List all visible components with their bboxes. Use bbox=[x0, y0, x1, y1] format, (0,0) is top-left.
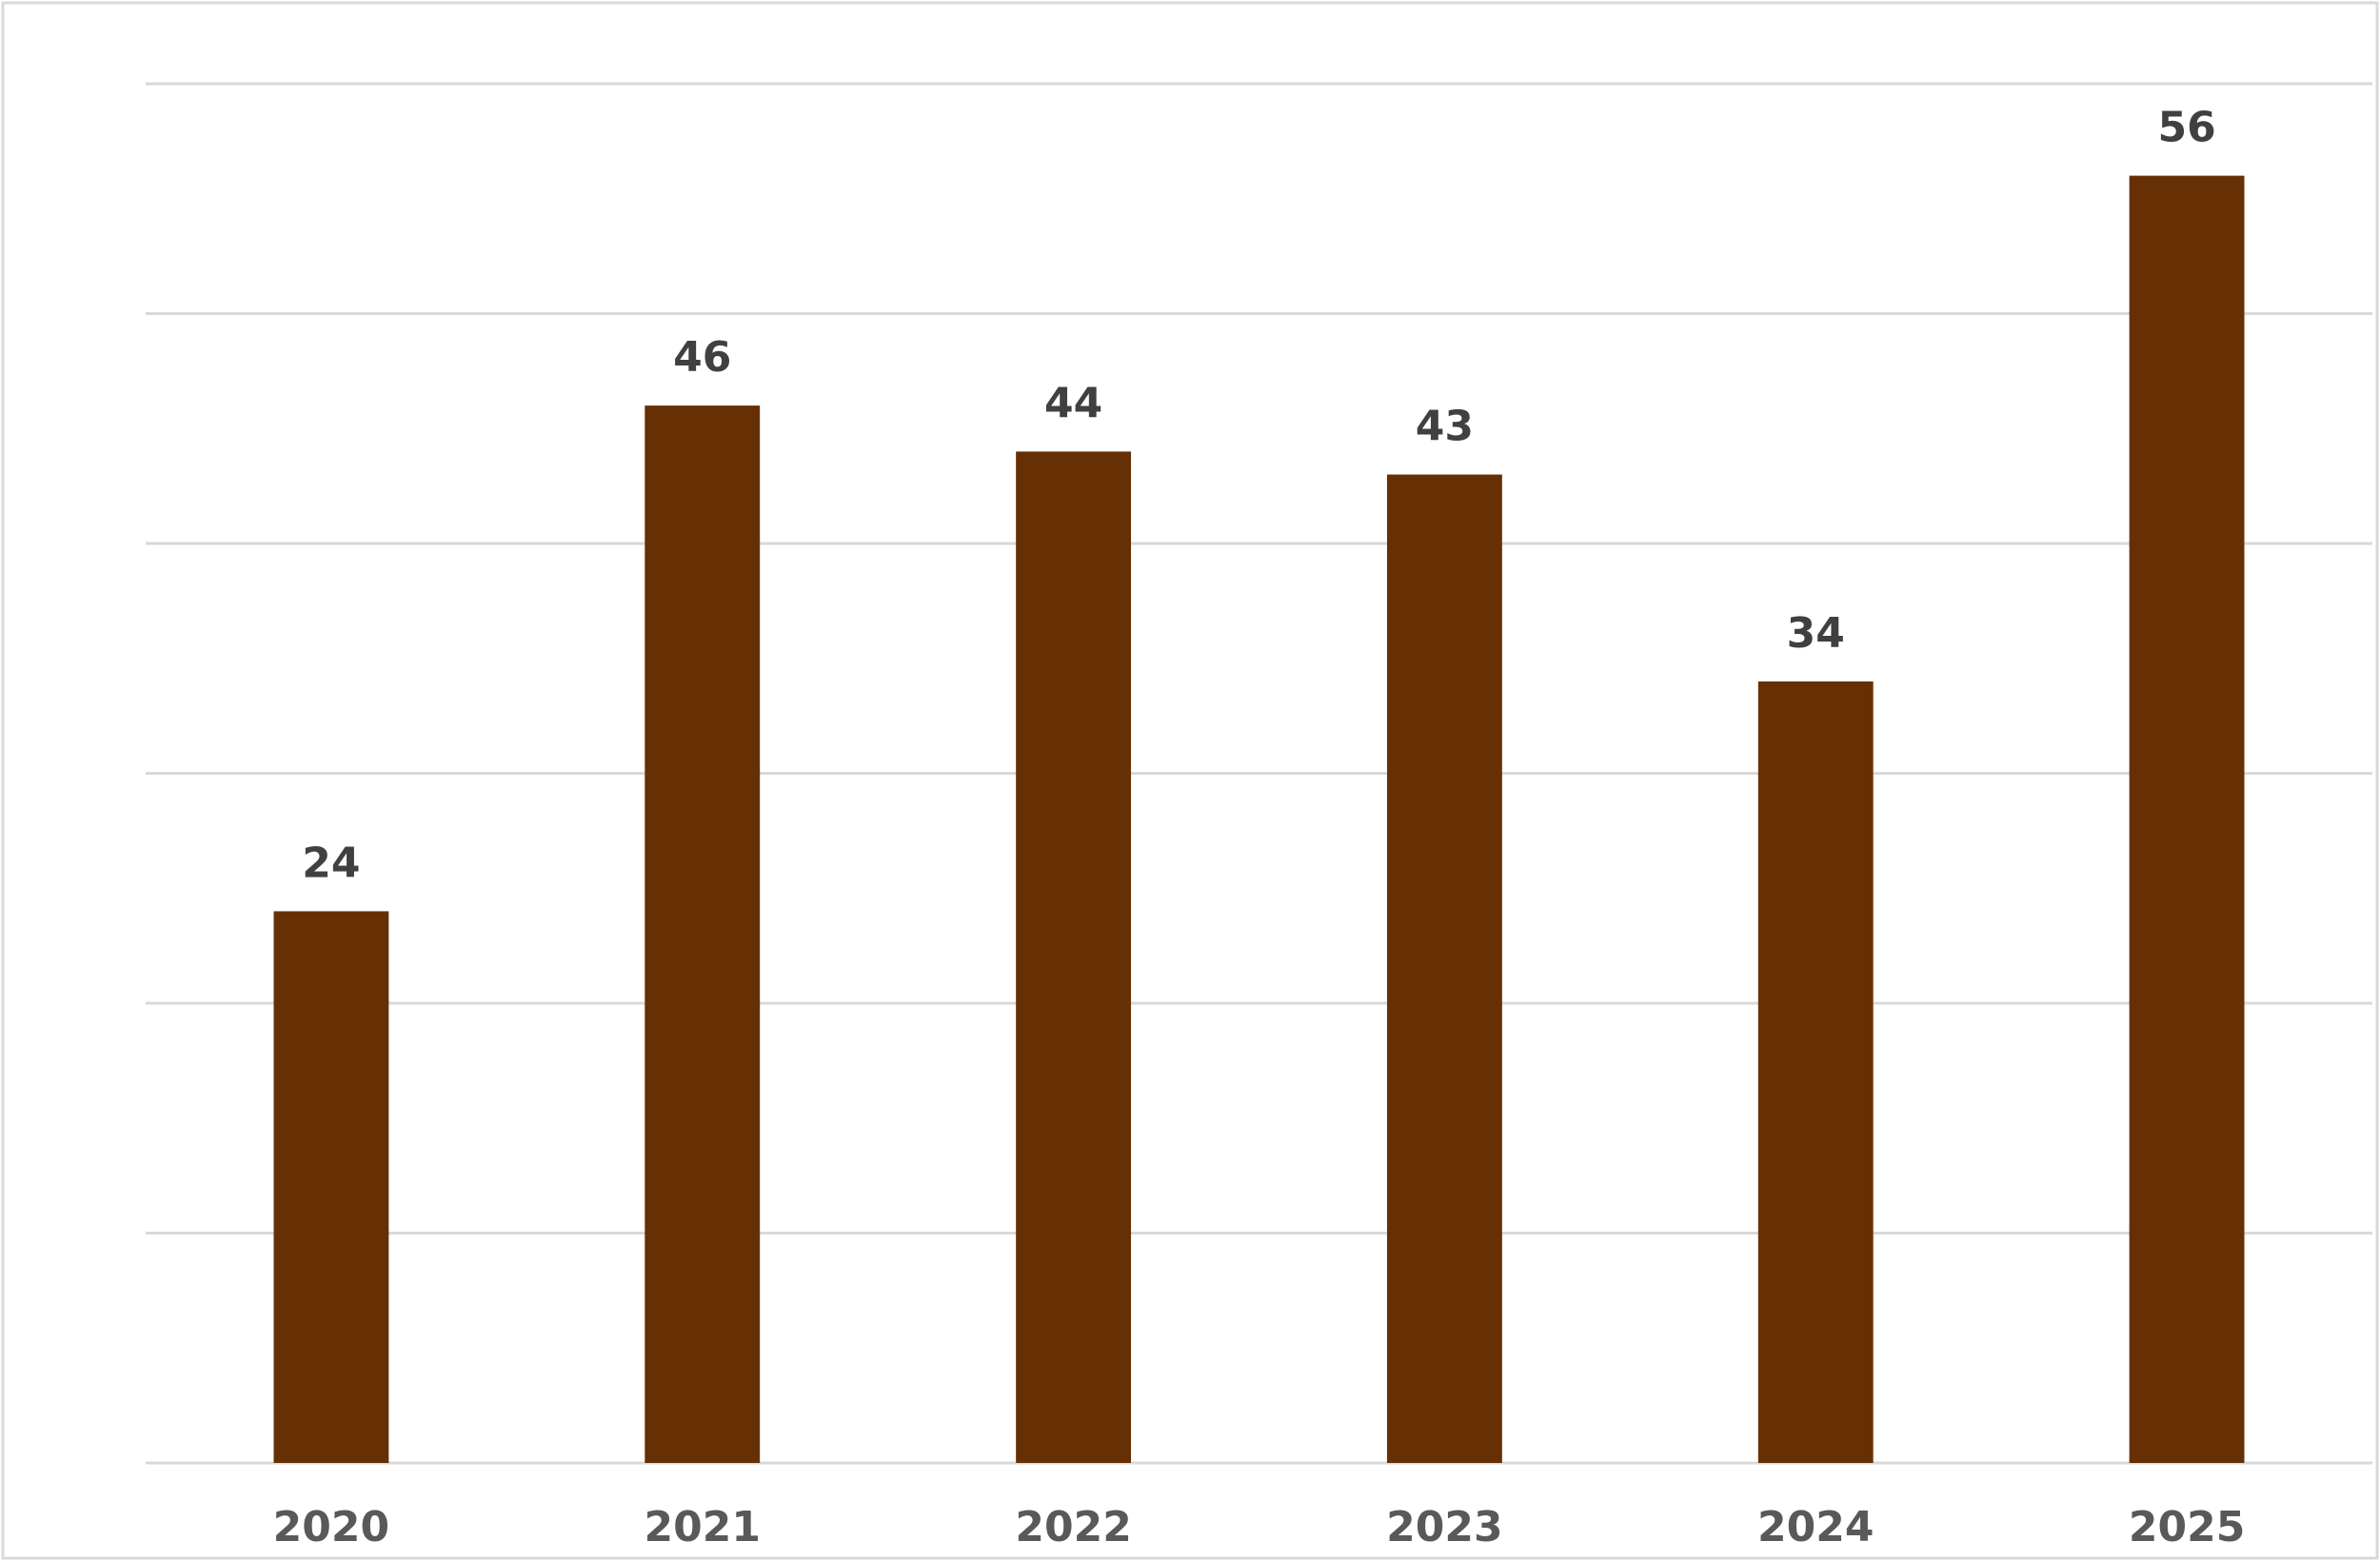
data-label: 56 bbox=[2157, 104, 2215, 152]
bar bbox=[273, 911, 389, 1463]
data-label: 44 bbox=[1044, 379, 1102, 427]
x-tick-label: 2025 bbox=[2129, 1503, 2245, 1551]
x-tick-label: 2022 bbox=[1015, 1503, 1131, 1551]
x-tick-label: 2021 bbox=[645, 1503, 761, 1551]
bar bbox=[1757, 681, 1874, 1463]
x-tick-label: 2023 bbox=[1386, 1503, 1502, 1551]
bar bbox=[1016, 451, 1132, 1463]
data-label: 34 bbox=[1787, 609, 1845, 658]
bar bbox=[2129, 175, 2245, 1464]
bar bbox=[645, 405, 761, 1464]
data-label: 46 bbox=[673, 333, 731, 382]
data-label: 43 bbox=[1416, 403, 1474, 451]
x-tick-label: 2024 bbox=[1757, 1503, 1874, 1551]
bar bbox=[1386, 474, 1502, 1463]
data-label: 24 bbox=[302, 839, 360, 887]
x-tick-label: 2020 bbox=[273, 1503, 389, 1551]
